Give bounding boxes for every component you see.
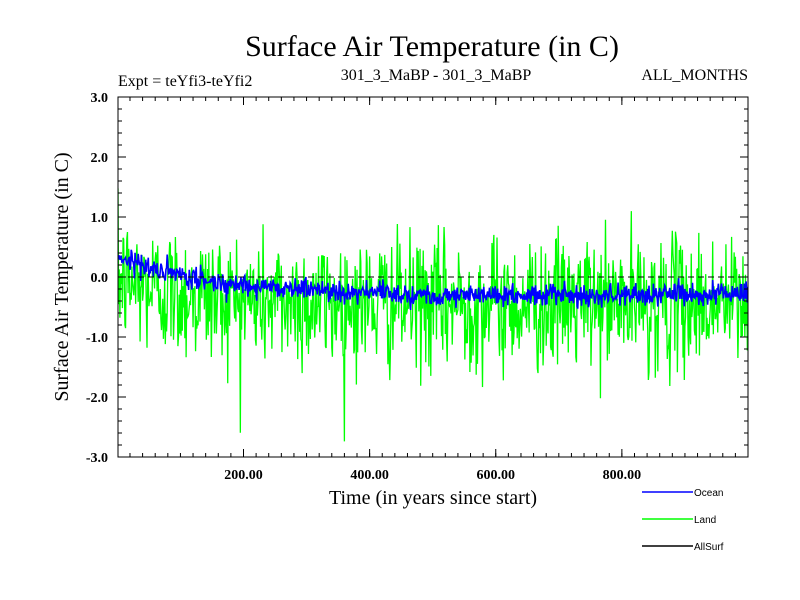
legend-label-allsurf: AllSurf	[694, 542, 724, 553]
series-line-land	[118, 188, 748, 442]
y-tick-label: 1.0	[91, 211, 109, 226]
tick-layer: 3.0 2.0 1.0 0.0 -1.0 -2.0 -3.0 200.00 400.00 600.…	[86, 91, 748, 483]
y-tick-label: -2.0	[86, 391, 108, 406]
x-tick-label: 800.00	[603, 468, 642, 483]
legend-label-ocean: Ocean	[694, 488, 723, 499]
x-tick-label: 200.00	[224, 468, 263, 483]
y-axis-label: Surface Air Temperature (in C)	[51, 152, 73, 401]
chart-subtitle-left: Expt = teYfi3-teYfi2	[118, 73, 252, 90]
y-tick-label: 0.0	[91, 271, 109, 286]
chart-subtitle-center: 301_3_MaBP - 301_3_MaBP	[341, 67, 532, 84]
x-axis-label: Time (in years since start)	[329, 487, 537, 509]
chart-title: Surface Air Temperature (in C)	[245, 30, 619, 63]
chart-subtitle-right: ALL_MONTHS	[641, 67, 748, 84]
y-tick-label: -3.0	[86, 451, 108, 466]
x-tick-label: 400.00	[350, 468, 389, 483]
series-layer	[118, 188, 748, 442]
y-tick-label: 2.0	[91, 151, 109, 166]
legend: Ocean Land AllSurf	[642, 488, 724, 553]
legend-label-land: Land	[694, 515, 716, 526]
series-line-ocean	[118, 249, 748, 310]
y-tick-label: -1.0	[86, 331, 108, 346]
y-tick-label: 3.0	[91, 91, 109, 106]
x-tick-label: 600.00	[476, 468, 515, 483]
